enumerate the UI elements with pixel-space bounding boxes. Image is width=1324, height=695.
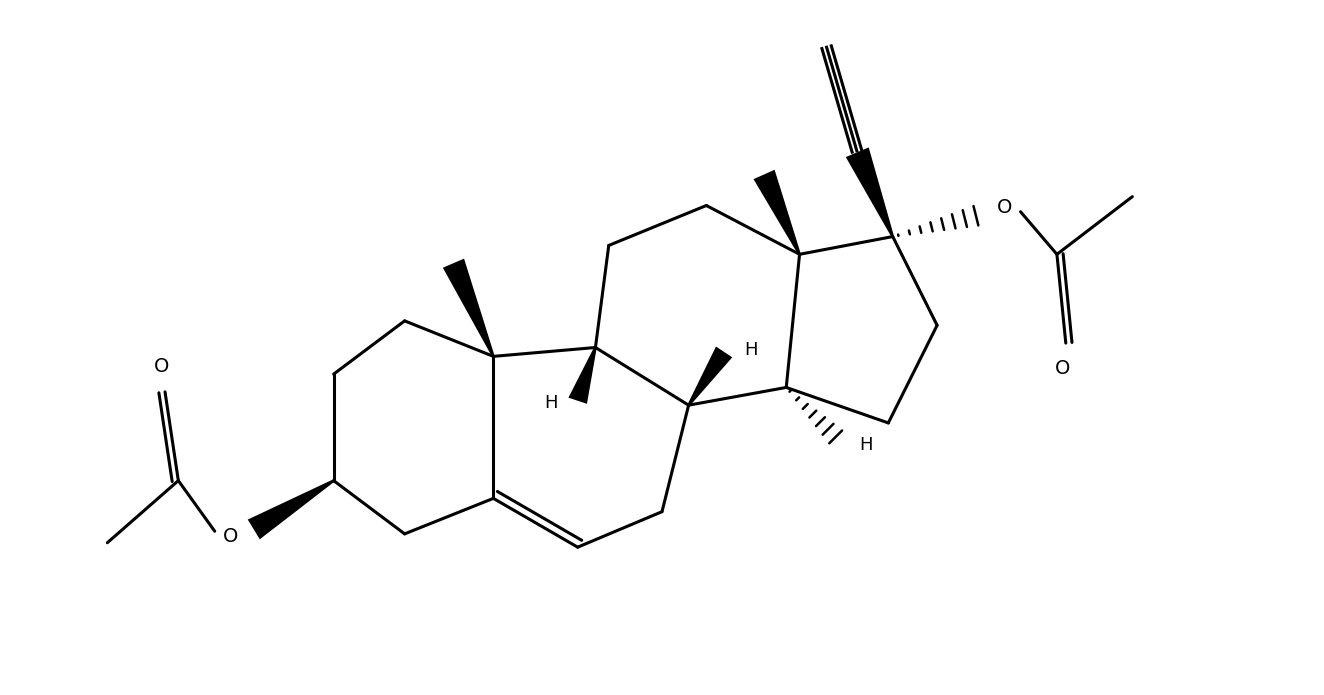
Text: H: H xyxy=(744,341,757,359)
Text: O: O xyxy=(1054,359,1070,378)
Text: O: O xyxy=(224,527,238,546)
Text: O: O xyxy=(154,357,169,376)
Text: O: O xyxy=(997,198,1012,217)
Text: H: H xyxy=(859,436,873,454)
Polygon shape xyxy=(568,347,597,404)
Text: H: H xyxy=(544,393,557,411)
Polygon shape xyxy=(753,170,801,255)
Polygon shape xyxy=(442,259,495,357)
Polygon shape xyxy=(248,480,335,539)
Polygon shape xyxy=(687,347,732,406)
Polygon shape xyxy=(846,147,894,237)
